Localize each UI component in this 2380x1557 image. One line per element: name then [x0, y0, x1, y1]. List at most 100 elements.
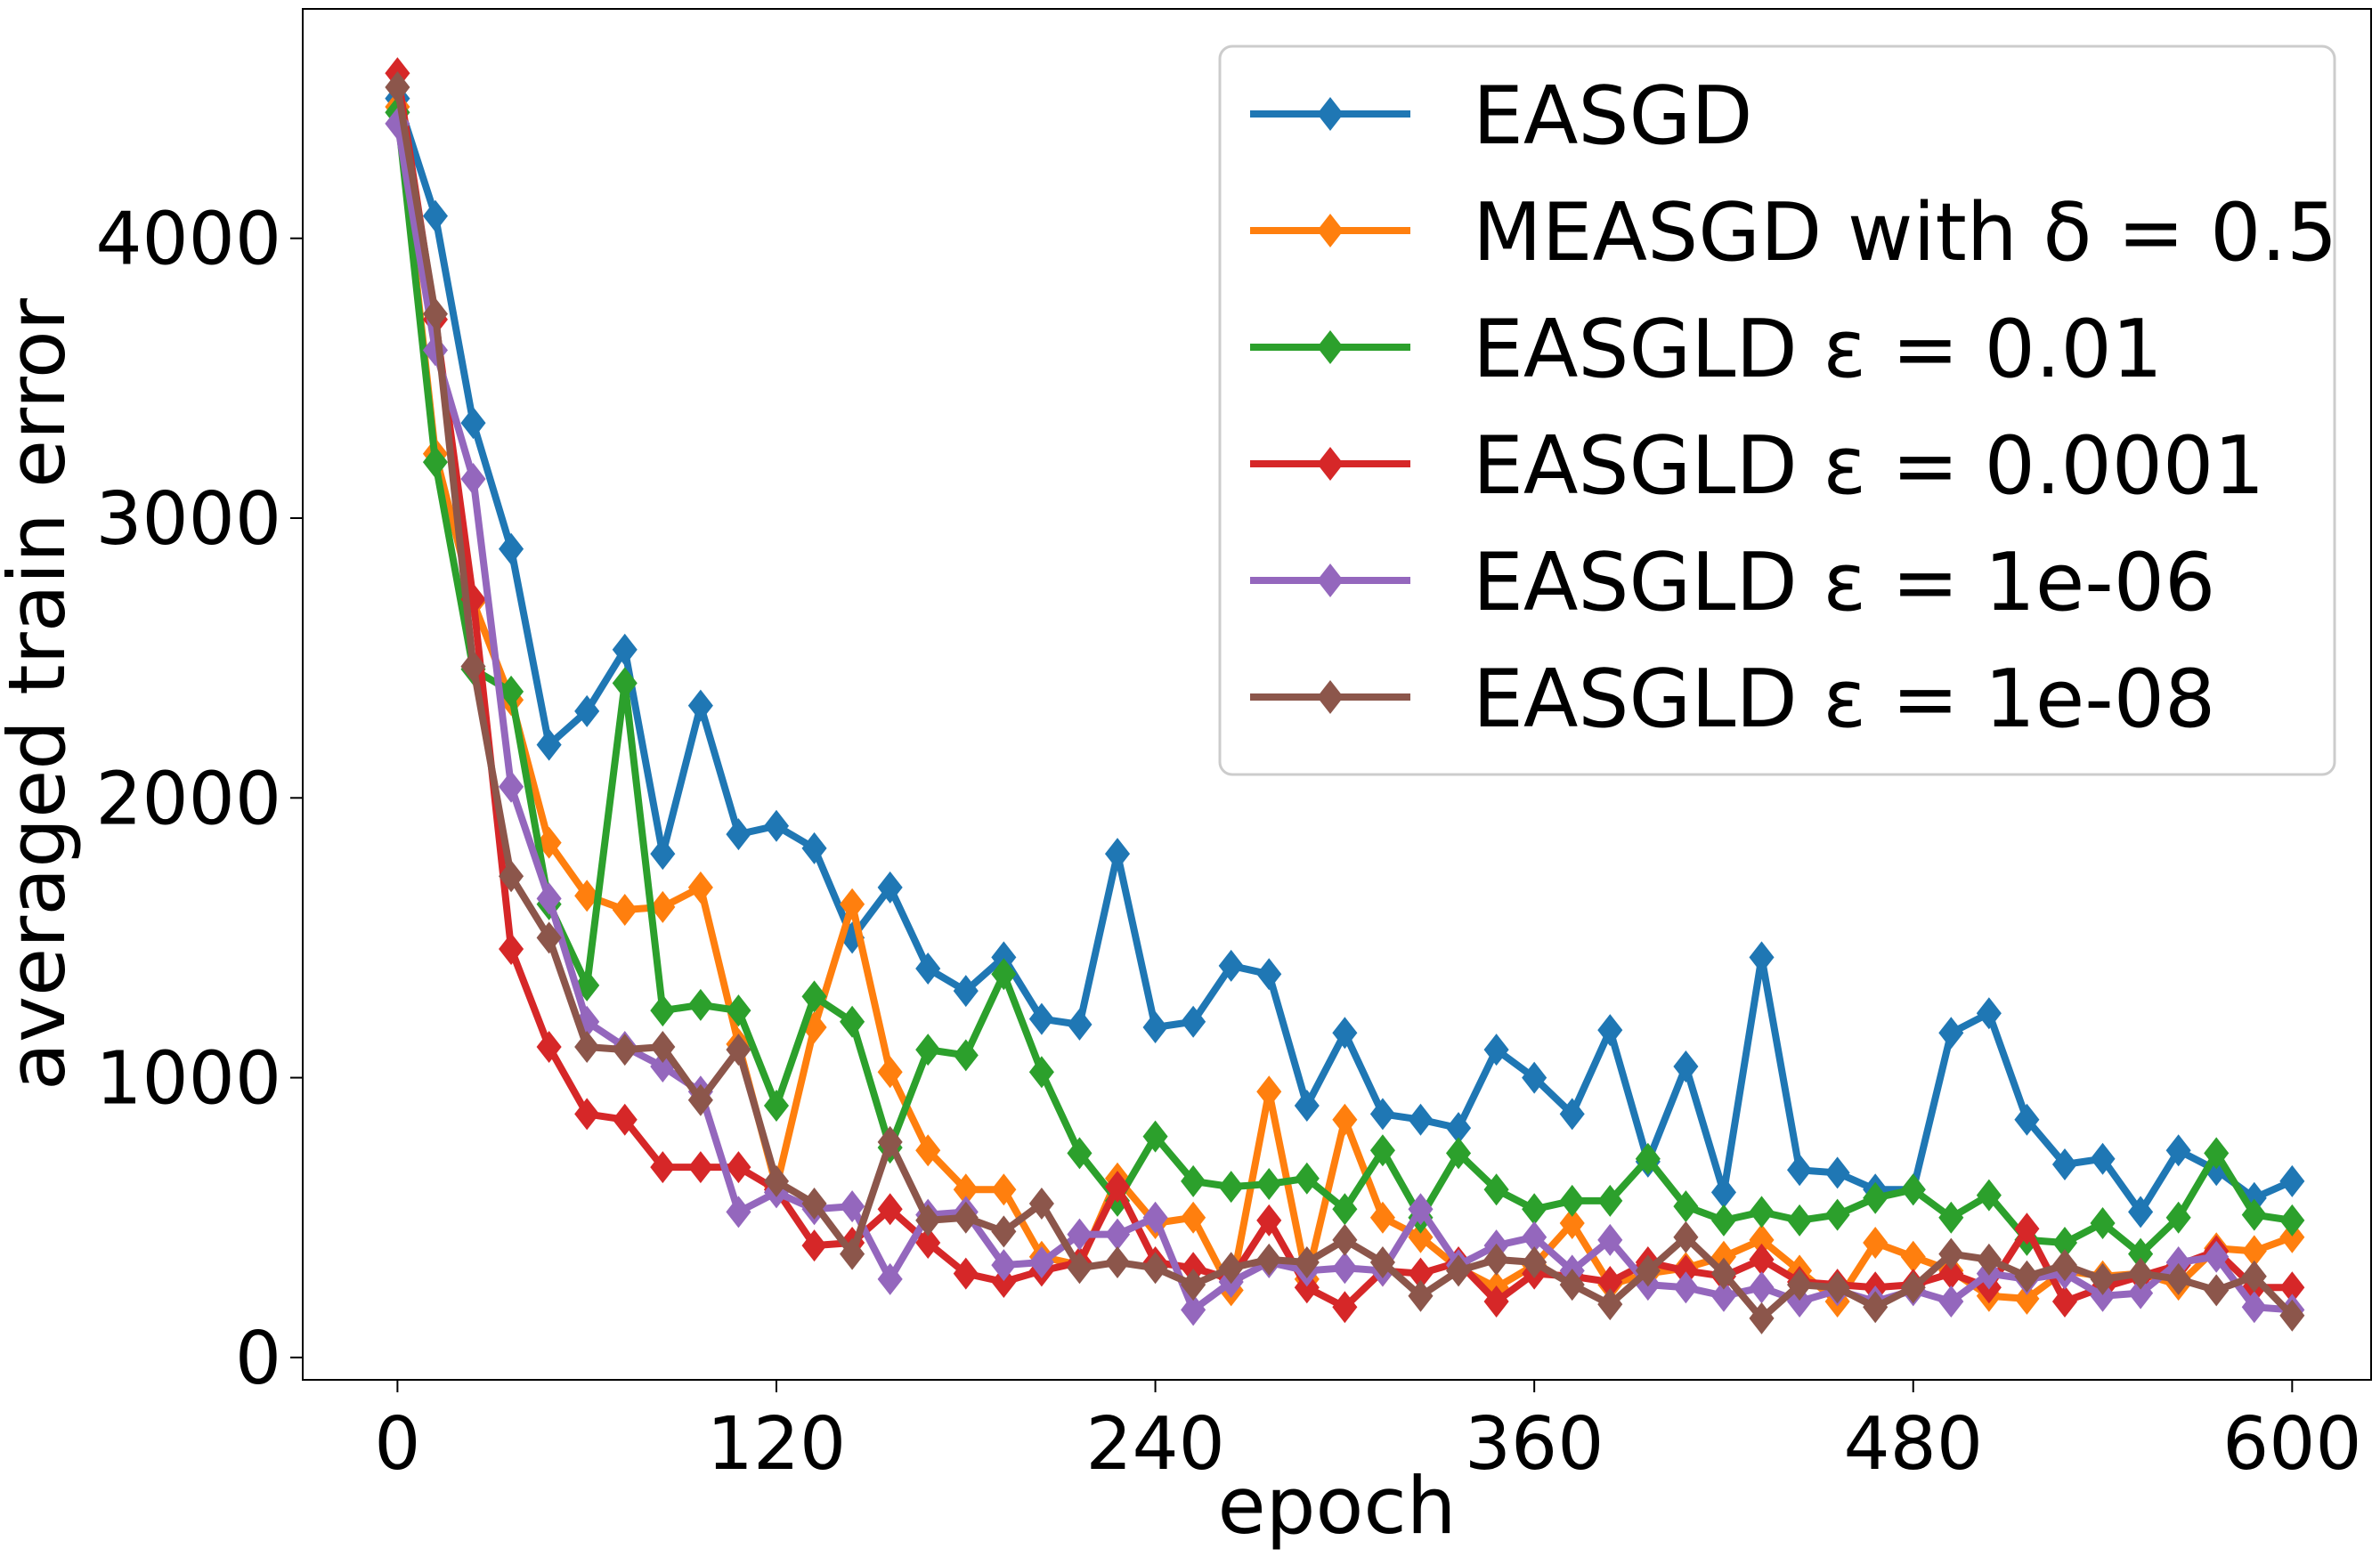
- data-point: [1142, 1252, 1168, 1285]
- data-point: [1900, 1173, 1926, 1206]
- data-point: [612, 633, 638, 666]
- data-point: [574, 880, 600, 912]
- data-point: [1332, 1017, 1358, 1050]
- data-point: [1256, 1243, 1282, 1276]
- legend-label: MEASGD with δ = 0.5: [1473, 186, 2337, 280]
- data-point: [1522, 1246, 1547, 1278]
- x-tick-label: 480: [1843, 1402, 1983, 1487]
- data-point: [612, 1034, 638, 1066]
- data-point: [2165, 1201, 2191, 1234]
- data-point: [1635, 1142, 1661, 1175]
- data-point: [1104, 1246, 1131, 1278]
- legend-label: EASGLD ε = 1e-08: [1473, 653, 2215, 746]
- data-point: [1824, 1271, 1850, 1304]
- data-point: [1104, 1218, 1131, 1251]
- data-point: [1597, 1288, 1623, 1321]
- data-point: [1294, 1162, 1320, 1195]
- data-point: [2279, 1164, 2305, 1197]
- data-point: [801, 1188, 827, 1220]
- data-point: [499, 532, 524, 565]
- data-point: [726, 818, 751, 851]
- data-point: [460, 650, 486, 683]
- data-point: [1710, 1204, 1736, 1237]
- data-point: [1938, 1285, 1964, 1318]
- data-point: [726, 1196, 751, 1229]
- data-point: [1749, 1196, 1775, 1229]
- series-1: [385, 82, 2305, 1229]
- data-point: [1294, 1090, 1320, 1122]
- data-point: [1900, 1271, 1926, 1304]
- data-point: [650, 994, 676, 1027]
- data-point: [422, 199, 448, 232]
- data-point: [1446, 1137, 1472, 1170]
- data-point: [2279, 1299, 2305, 1332]
- data-point: [953, 1173, 979, 1206]
- data-point: [1181, 1293, 1206, 1326]
- data-point: [499, 933, 524, 965]
- data-point: [574, 1098, 600, 1131]
- data-point: [1976, 1243, 2002, 1276]
- data-point: [1673, 1254, 1699, 1287]
- data-point: [1028, 1002, 1054, 1035]
- data-point: [915, 1034, 941, 1066]
- data-point: [650, 838, 676, 871]
- data-point: [1710, 1176, 1736, 1209]
- data-point: [1938, 1017, 1964, 1050]
- data-point: [1332, 1252, 1358, 1285]
- data-point: [801, 831, 827, 864]
- data-point: [1597, 1014, 1623, 1047]
- y-tick-label: 0: [235, 1317, 281, 1401]
- data-point: [2014, 1103, 2040, 1136]
- data-point: [422, 446, 448, 479]
- data-point: [877, 1193, 903, 1226]
- legend-marker: [1317, 330, 1344, 364]
- data-point: [763, 1164, 790, 1197]
- data-point: [460, 407, 486, 440]
- data-point: [1787, 1154, 1813, 1187]
- data-point: [2051, 1249, 2078, 1282]
- data-point: [1938, 1237, 1964, 1270]
- data-point: [1067, 1137, 1093, 1170]
- y-axis-label: averaged train error: [0, 297, 83, 1091]
- data-point: [1067, 1218, 1093, 1251]
- data-point: [1559, 1098, 1585, 1131]
- legend-box: [1218, 45, 2336, 776]
- data-point: [840, 921, 865, 954]
- data-point: [991, 1215, 1017, 1248]
- data-point: [574, 1031, 600, 1063]
- data-point: [1067, 1252, 1093, 1285]
- series-layer: [385, 57, 2305, 1334]
- data-point: [1104, 1171, 1131, 1204]
- legend-label: EASGLD ε = 1e-06: [1473, 536, 2215, 629]
- data-point: [687, 689, 713, 722]
- data-point: [2128, 1277, 2154, 1310]
- data-point: [687, 871, 713, 904]
- data-point: [1369, 1098, 1395, 1131]
- data-point: [1256, 1204, 1282, 1237]
- x-tick-label: 360: [1465, 1402, 1604, 1487]
- data-point: [953, 1039, 979, 1072]
- data-point: [1787, 1269, 1813, 1302]
- data-point: [612, 1103, 638, 1136]
- data-point: [2051, 1148, 2078, 1180]
- data-point: [1408, 1257, 1434, 1290]
- data-point: [840, 1005, 865, 1038]
- data-point: [1824, 1198, 1850, 1231]
- data-point: [1181, 1164, 1206, 1197]
- data-point: [2241, 1235, 2267, 1268]
- data-point: [1332, 1223, 1358, 1256]
- data-point: [840, 888, 865, 920]
- data-point: [1181, 1005, 1206, 1038]
- y-axis: 0 1000 2000 3000 4000: [95, 198, 303, 1401]
- data-point: [499, 675, 524, 708]
- data-point: [650, 890, 676, 923]
- data-point: [1483, 1173, 1509, 1206]
- data-point: [1749, 1223, 1775, 1256]
- data-point: [1673, 1050, 1699, 1083]
- data-point: [1938, 1257, 1964, 1290]
- data-point: [499, 860, 524, 893]
- data-point: [1597, 1184, 1623, 1217]
- x-tick-label: 120: [707, 1402, 847, 1487]
- data-point: [2051, 1285, 2078, 1318]
- data-point: [953, 1201, 979, 1234]
